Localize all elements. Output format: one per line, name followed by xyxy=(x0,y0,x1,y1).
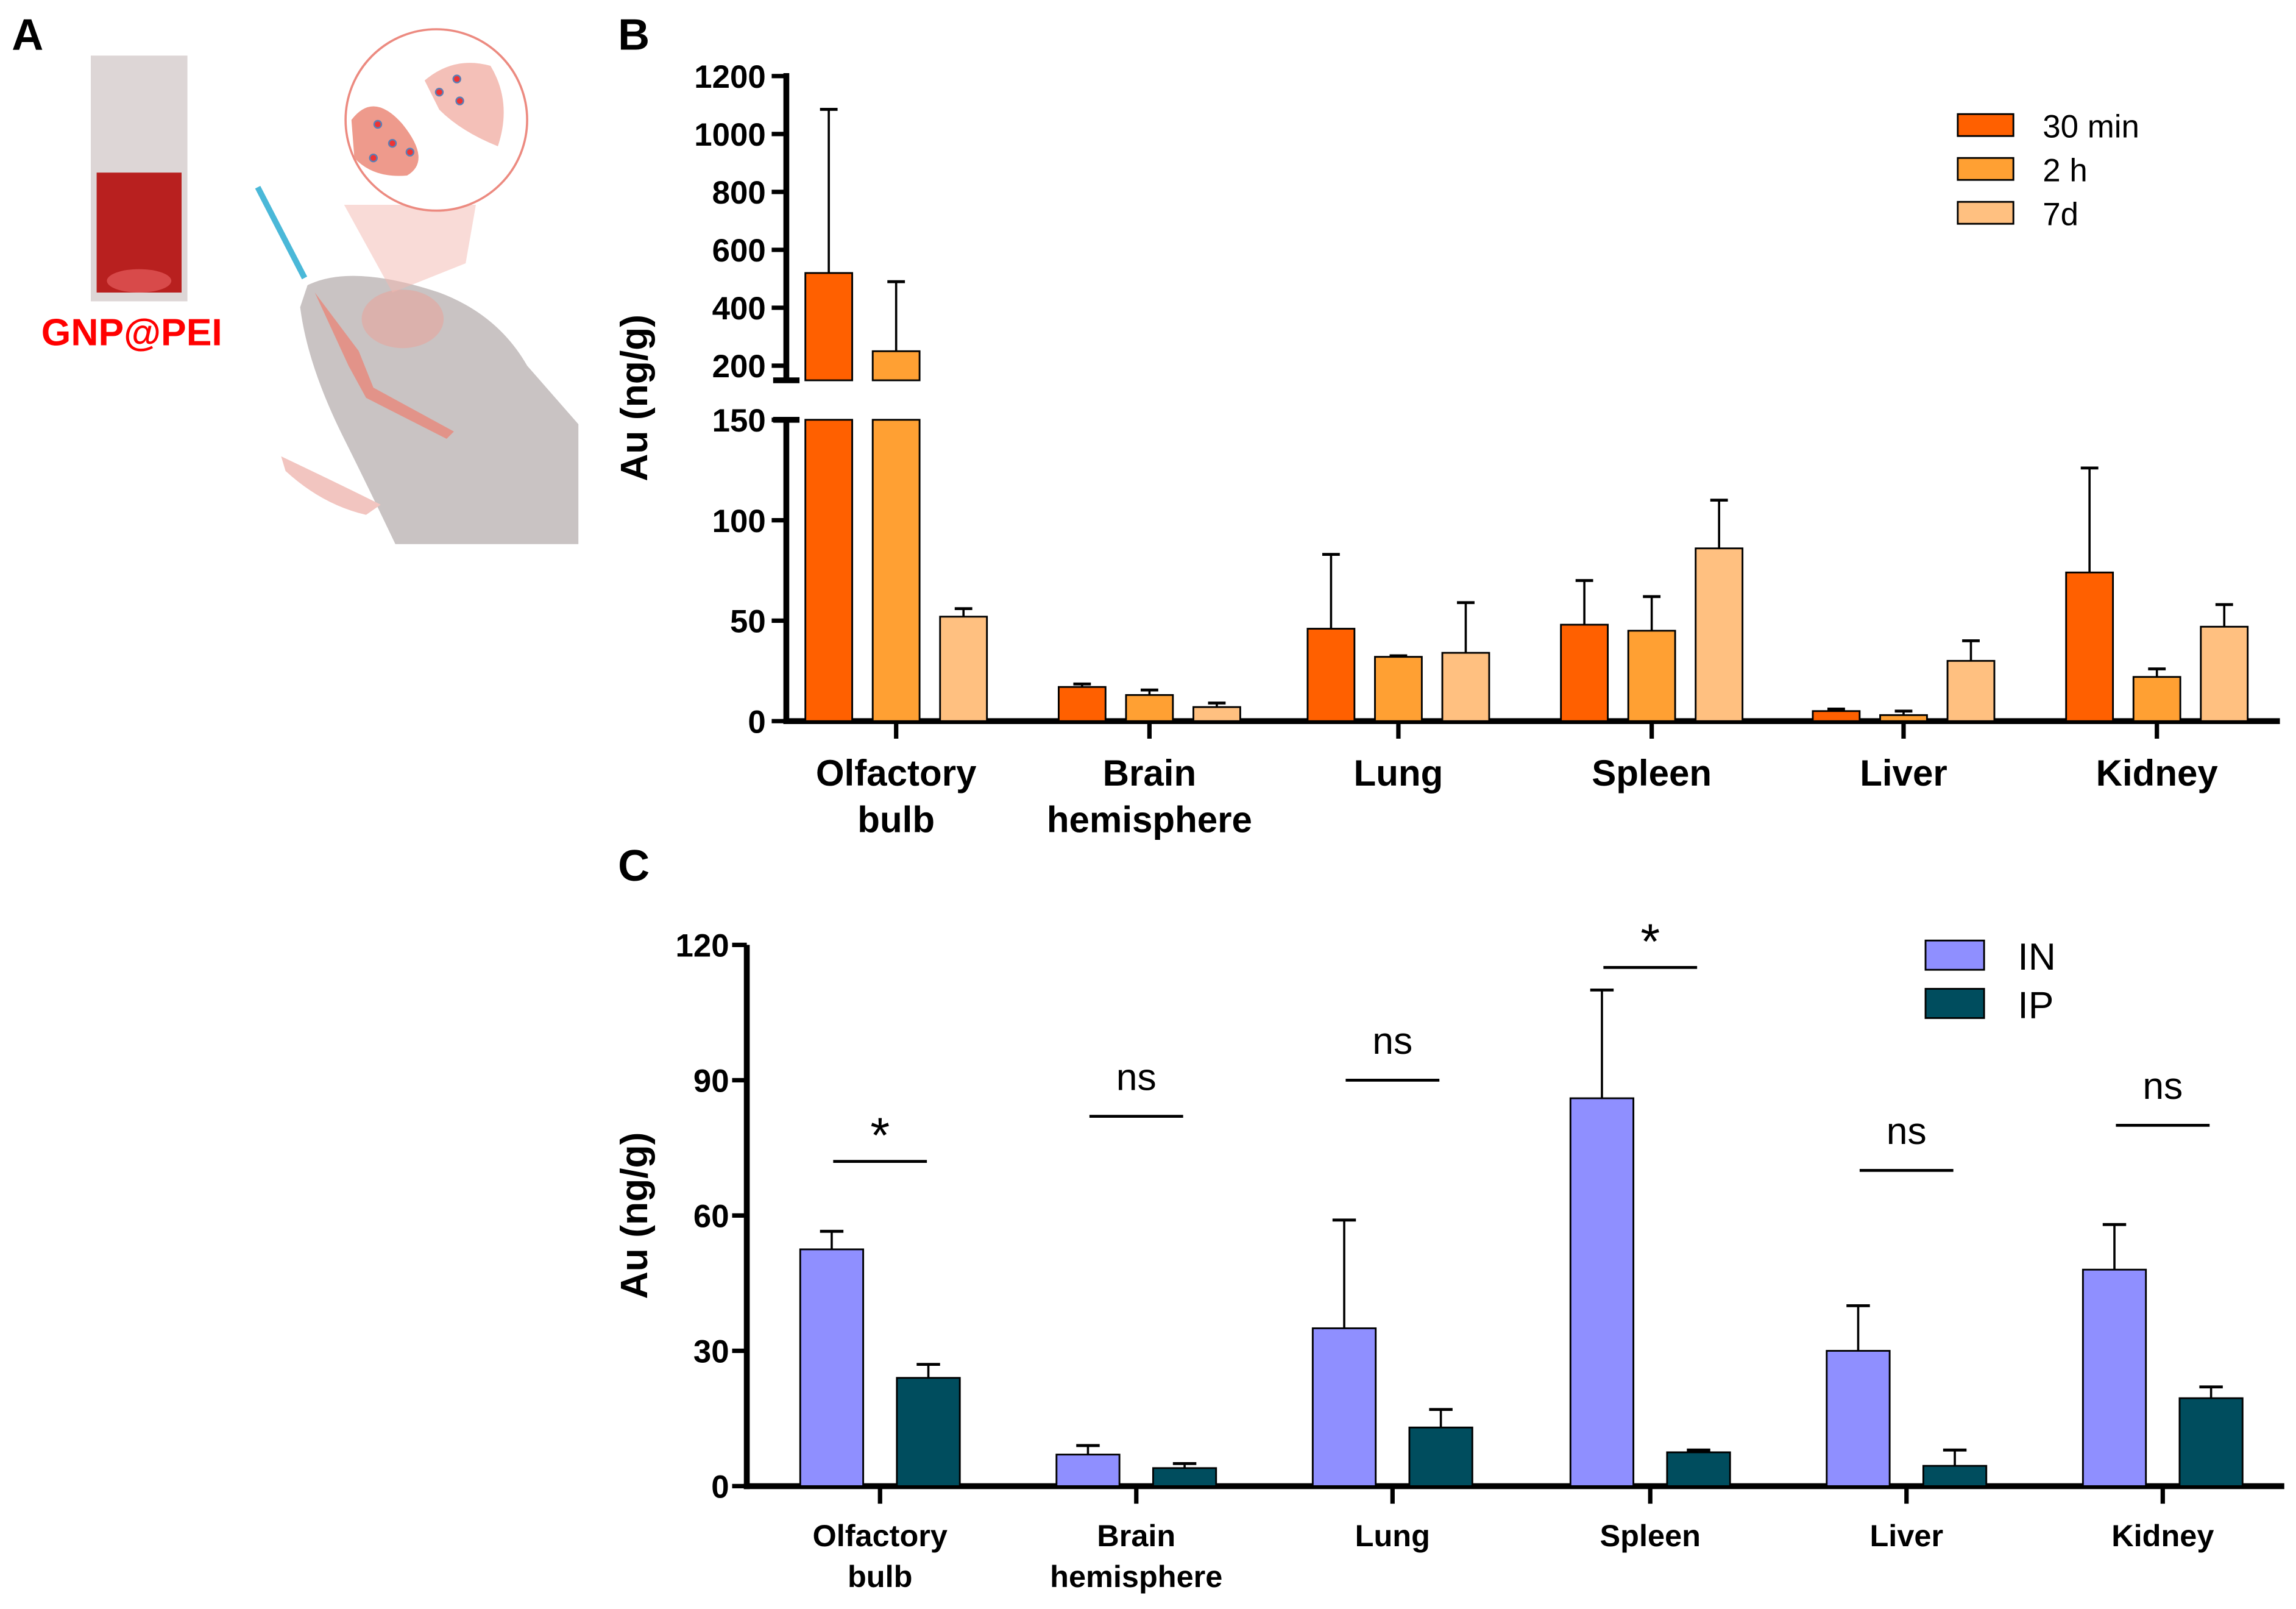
bar-upper-30-min xyxy=(804,272,854,382)
bar-IP xyxy=(1922,1465,1988,1487)
y-tick-label: 800 xyxy=(712,175,766,211)
bar-2-h xyxy=(2132,676,2181,722)
bar-30-min xyxy=(1560,623,1609,722)
x-tick-label: Lung xyxy=(1354,753,1444,794)
bar-30-min xyxy=(804,419,854,722)
y-tick-label: 50 xyxy=(730,604,766,640)
bar-IP xyxy=(896,1377,961,1487)
significance-label: ns xyxy=(1887,1110,1927,1153)
gnp-pei-label: GNP@PEI xyxy=(41,311,222,353)
legend-swatch xyxy=(1924,939,1985,971)
legend-swatch xyxy=(1924,987,1985,1019)
y-tick-label: 200 xyxy=(712,349,766,385)
legend-label: IN xyxy=(2018,936,2055,978)
bar-2-h xyxy=(1879,714,1928,722)
bar-30-min xyxy=(2065,571,2114,722)
y-tick-label: 0 xyxy=(748,704,765,740)
legend-swatch xyxy=(1957,113,2014,137)
significance-label: ns xyxy=(1372,1020,1412,1062)
bar-30-min xyxy=(1057,686,1107,722)
bar-7d xyxy=(1946,659,1996,722)
y-tick-label: 60 xyxy=(693,1199,729,1235)
significance-label: * xyxy=(1640,914,1660,970)
bar-7d xyxy=(2200,625,2249,722)
x-tick-label: Lung xyxy=(1355,1518,1430,1553)
bar-IN xyxy=(1311,1327,1377,1487)
x-tick-label: Brain xyxy=(1103,753,1197,794)
bar-30-min xyxy=(1306,628,1356,722)
x-tick-label: Kidney xyxy=(2111,1518,2214,1553)
panel-a-letter: A xyxy=(12,11,43,60)
y-axis-label: Au (ng/g) xyxy=(613,1132,656,1299)
bar-IN xyxy=(2082,1268,2147,1487)
bar-IN xyxy=(1826,1349,1891,1487)
y-tick-label: 30 xyxy=(693,1334,729,1370)
bar-IP xyxy=(2178,1397,2244,1487)
significance-label: ns xyxy=(1116,1056,1157,1098)
x-tick-label: Spleen xyxy=(1592,753,1712,794)
y-tick-label: 90 xyxy=(693,1064,729,1099)
legend-swatch xyxy=(1957,201,2014,225)
x-tick-label: bulb xyxy=(848,1559,912,1594)
legend-label: 7d xyxy=(2043,197,2078,233)
bar-IP xyxy=(1408,1426,1473,1487)
bar-7d xyxy=(1441,652,1490,722)
x-tick-label: Olfactory xyxy=(816,753,977,794)
legend-label: 30 min xyxy=(2043,109,2139,145)
panel-a: A GNP@PEI xyxy=(12,11,579,544)
bar-2-h xyxy=(1374,656,1423,722)
panel-c-chart: C 0 30 60 90 120 Au (ng/g) IN IP * ns ns * ns ns Olfact… xyxy=(613,842,2284,1594)
pipette-icon xyxy=(255,185,308,280)
mouse-illustration xyxy=(255,28,579,544)
legend-label: IP xyxy=(2018,984,2053,1026)
panel-b-chart: B 0 50 100 150 200 400 600 800 1000 1200 Au (ng/g) 3… xyxy=(613,11,2280,840)
cuvette-photo xyxy=(90,55,188,302)
bar-30-min xyxy=(1812,710,1861,722)
bar-IN xyxy=(1569,1097,1635,1487)
y-tick-label: 1200 xyxy=(694,59,766,95)
cuvette-meniscus xyxy=(107,269,172,293)
x-tick-label: Liver xyxy=(1869,1518,1943,1553)
bar-2-h xyxy=(1627,630,1676,722)
x-tick-label: Olfactory xyxy=(812,1518,948,1553)
bar-2-h xyxy=(871,419,921,722)
x-tick-label: bulb xyxy=(857,800,935,840)
y-tick-label: 0 xyxy=(711,1469,729,1505)
bar-7d xyxy=(1695,547,1744,722)
bar-IN xyxy=(1055,1454,1121,1487)
x-tick-label: Liver xyxy=(1860,753,1947,794)
y-tick-label: 120 xyxy=(676,928,729,964)
x-tick-label: hemisphere xyxy=(1050,1559,1222,1594)
bar-IP xyxy=(1666,1451,1731,1487)
bar-7d xyxy=(1192,706,1241,722)
legend-swatch xyxy=(1957,157,2014,181)
bar-IP xyxy=(1152,1467,1217,1487)
significance-label: * xyxy=(870,1108,890,1163)
x-tick-label: Kidney xyxy=(2096,753,2219,794)
y-tick-label: 400 xyxy=(712,291,766,327)
bar-upper-2-h xyxy=(871,350,921,382)
x-tick-label: Spleen xyxy=(1600,1518,1701,1553)
bar-7d xyxy=(939,616,988,722)
bar-IN xyxy=(799,1248,865,1487)
x-tick-label: Brain xyxy=(1097,1518,1175,1553)
x-tick-label: hemisphere xyxy=(1047,800,1252,840)
bar-2-h xyxy=(1125,694,1174,722)
y-tick-label: 100 xyxy=(712,503,766,539)
y-tick-label: 1000 xyxy=(694,117,766,153)
y-axis-label: Au (ng/g) xyxy=(613,314,656,481)
y-tick-label: 150 xyxy=(712,403,766,439)
y-tick-label: 600 xyxy=(712,233,766,269)
panel-b-letter: B xyxy=(618,11,650,60)
panel-c-letter: C xyxy=(618,842,650,890)
significance-label: ns xyxy=(2142,1065,2183,1107)
legend-label: 2 h xyxy=(2043,153,2087,189)
